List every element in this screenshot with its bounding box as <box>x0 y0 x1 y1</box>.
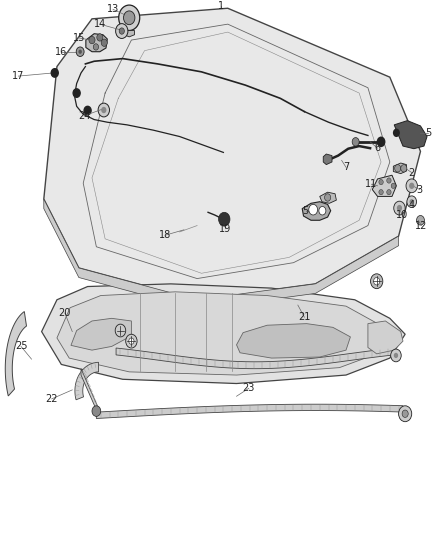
Circle shape <box>309 204 318 215</box>
Polygon shape <box>394 120 427 149</box>
Text: 5: 5 <box>425 128 431 138</box>
Circle shape <box>377 136 385 147</box>
Text: 6: 6 <box>374 143 381 153</box>
Text: 24: 24 <box>78 111 90 121</box>
Polygon shape <box>44 199 399 309</box>
Circle shape <box>101 107 106 113</box>
Text: 13: 13 <box>107 4 119 14</box>
Polygon shape <box>96 404 403 418</box>
Circle shape <box>76 47 84 56</box>
Circle shape <box>119 28 124 34</box>
Circle shape <box>219 212 230 226</box>
Circle shape <box>397 205 402 211</box>
Text: 18: 18 <box>159 230 172 240</box>
Polygon shape <box>57 292 387 375</box>
Text: 21: 21 <box>298 312 311 322</box>
Polygon shape <box>368 321 403 354</box>
Text: 14: 14 <box>94 19 106 29</box>
Circle shape <box>89 36 95 44</box>
Circle shape <box>391 349 401 362</box>
Circle shape <box>394 201 405 215</box>
Text: 20: 20 <box>59 308 71 318</box>
Circle shape <box>84 106 91 115</box>
Circle shape <box>126 334 137 348</box>
Circle shape <box>387 190 391 195</box>
Circle shape <box>393 128 400 137</box>
Polygon shape <box>42 284 405 384</box>
Circle shape <box>410 199 414 204</box>
Circle shape <box>92 406 101 416</box>
Circle shape <box>319 206 326 215</box>
Polygon shape <box>237 324 350 358</box>
Circle shape <box>97 34 103 41</box>
Polygon shape <box>86 34 107 52</box>
Text: 22: 22 <box>46 394 58 404</box>
Text: 17: 17 <box>12 71 25 81</box>
Circle shape <box>379 190 383 195</box>
Circle shape <box>73 89 80 98</box>
Polygon shape <box>124 30 134 37</box>
Circle shape <box>119 5 140 30</box>
Text: 25: 25 <box>15 342 27 351</box>
Circle shape <box>93 44 99 50</box>
Text: 12: 12 <box>415 221 427 231</box>
Circle shape <box>116 23 128 38</box>
Circle shape <box>325 194 331 201</box>
Circle shape <box>51 69 58 77</box>
Polygon shape <box>320 192 336 203</box>
Circle shape <box>402 410 408 417</box>
Polygon shape <box>81 369 99 415</box>
Text: 3: 3 <box>417 184 423 195</box>
Circle shape <box>391 183 396 189</box>
Circle shape <box>395 165 401 172</box>
Text: 19: 19 <box>219 224 232 234</box>
Circle shape <box>409 183 414 189</box>
Text: 23: 23 <box>243 383 255 393</box>
Text: 11: 11 <box>365 179 378 189</box>
Polygon shape <box>372 175 396 197</box>
Circle shape <box>407 196 417 207</box>
Polygon shape <box>393 163 406 174</box>
Circle shape <box>399 406 412 422</box>
Circle shape <box>115 324 126 337</box>
Polygon shape <box>116 348 394 369</box>
Circle shape <box>406 179 417 193</box>
Circle shape <box>387 178 391 183</box>
Text: 15: 15 <box>73 33 85 43</box>
Circle shape <box>352 138 359 146</box>
Circle shape <box>379 180 383 185</box>
Text: 10: 10 <box>396 210 408 220</box>
Text: 5: 5 <box>303 206 309 216</box>
Polygon shape <box>44 8 420 300</box>
Circle shape <box>401 165 407 172</box>
Polygon shape <box>302 201 331 220</box>
Circle shape <box>124 11 135 25</box>
Polygon shape <box>71 318 131 350</box>
Text: 4: 4 <box>409 200 415 211</box>
Circle shape <box>78 50 82 54</box>
Polygon shape <box>75 362 99 400</box>
Polygon shape <box>323 154 332 165</box>
Circle shape <box>374 278 380 285</box>
Text: 7: 7 <box>343 162 349 172</box>
Circle shape <box>394 353 398 358</box>
Text: 16: 16 <box>55 47 67 56</box>
Text: 2: 2 <box>409 167 415 177</box>
Circle shape <box>129 338 134 344</box>
Polygon shape <box>5 311 26 396</box>
Text: 1: 1 <box>218 1 224 11</box>
Circle shape <box>101 39 107 46</box>
Circle shape <box>98 103 110 117</box>
Circle shape <box>371 274 383 289</box>
Circle shape <box>417 215 424 225</box>
